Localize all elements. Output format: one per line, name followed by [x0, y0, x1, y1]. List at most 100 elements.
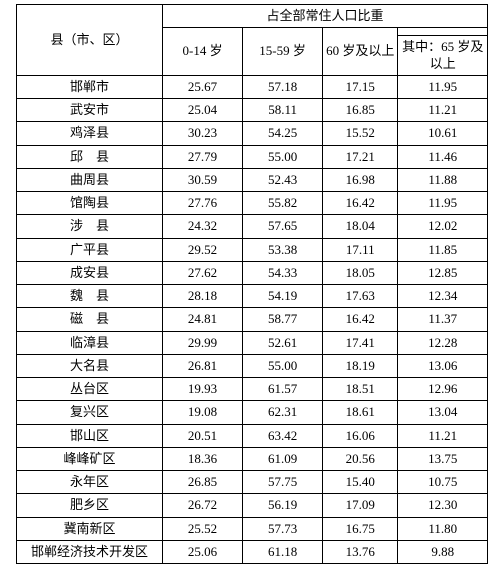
- region-cell: 武安市: [17, 99, 163, 122]
- table-body: 邯郸市25.6757.1817.1511.95武安市25.0458.1116.8…: [17, 75, 488, 563]
- age-60-plus-cell: 18.51: [323, 378, 398, 401]
- region-cell: 馆陶县: [17, 192, 163, 215]
- age-0-14-cell: 26.72: [163, 494, 243, 517]
- age-0-14-cell: 20.51: [163, 424, 243, 447]
- region-cell: 成安县: [17, 261, 163, 284]
- population-age-table: 县（市、区） 占全部常住人口比重 0-14 岁 15-59 岁 60 岁及以上 …: [16, 4, 488, 564]
- header-age-0-14: 0-14 岁: [163, 28, 243, 76]
- age-65-plus-cell: 11.80: [398, 517, 488, 540]
- age-0-14-cell: 19.93: [163, 378, 243, 401]
- age-15-59-cell: 57.65: [243, 215, 323, 238]
- age-15-59-cell: 61.57: [243, 378, 323, 401]
- age-0-14-cell: 27.76: [163, 192, 243, 215]
- age-65-plus-cell: 11.85: [398, 238, 488, 261]
- age-65-plus-cell: 11.88: [398, 168, 488, 191]
- region-cell: 冀南新区: [17, 517, 163, 540]
- table-row: 广平县29.5253.3817.1111.85: [17, 238, 488, 261]
- age-60-plus-cell: 18.61: [323, 401, 398, 424]
- age-65-plus-cell: 12.30: [398, 494, 488, 517]
- region-cell: 邯山区: [17, 424, 163, 447]
- age-60-plus-cell: 16.42: [323, 308, 398, 331]
- age-15-59-cell: 53.38: [243, 238, 323, 261]
- age-0-14-cell: 30.59: [163, 168, 243, 191]
- region-cell: 永年区: [17, 471, 163, 494]
- header-age-65-plus-spacer: [398, 28, 488, 36]
- age-65-plus-cell: 12.34: [398, 285, 488, 308]
- age-65-plus-cell: 10.61: [398, 122, 488, 145]
- age-65-plus-cell: 13.06: [398, 354, 488, 377]
- table-row: 邯郸经济技术开发区25.0661.1813.769.88: [17, 540, 488, 563]
- age-0-14-cell: 25.06: [163, 540, 243, 563]
- region-cell: 广平县: [17, 238, 163, 261]
- age-65-plus-cell: 12.28: [398, 331, 488, 354]
- age-65-plus-cell: 10.75: [398, 471, 488, 494]
- age-15-59-cell: 62.31: [243, 401, 323, 424]
- age-15-59-cell: 58.77: [243, 308, 323, 331]
- age-15-59-cell: 61.09: [243, 447, 323, 470]
- age-0-14-cell: 29.52: [163, 238, 243, 261]
- age-0-14-cell: 27.62: [163, 261, 243, 284]
- region-cell: 大名县: [17, 354, 163, 377]
- age-60-plus-cell: 18.05: [323, 261, 398, 284]
- age-60-plus-cell: 15.52: [323, 122, 398, 145]
- region-cell: 邱 县: [17, 145, 163, 168]
- table-row: 魏 县28.1854.1917.6312.34: [17, 285, 488, 308]
- region-cell: 复兴区: [17, 401, 163, 424]
- age-65-plus-cell: 13.75: [398, 447, 488, 470]
- header-age-15-59: 15-59 岁: [243, 28, 323, 76]
- age-60-plus-cell: 17.11: [323, 238, 398, 261]
- age-15-59-cell: 54.19: [243, 285, 323, 308]
- table-row: 邯郸市25.6757.1817.1511.95: [17, 75, 488, 98]
- age-0-14-cell: 26.85: [163, 471, 243, 494]
- age-15-59-cell: 55.82: [243, 192, 323, 215]
- age-0-14-cell: 24.32: [163, 215, 243, 238]
- age-60-plus-cell: 17.15: [323, 75, 398, 98]
- age-60-plus-cell: 16.98: [323, 168, 398, 191]
- table-row: 临漳县29.9952.6117.4112.28: [17, 331, 488, 354]
- age-65-plus-cell: 11.21: [398, 424, 488, 447]
- age-60-plus-cell: 16.75: [323, 517, 398, 540]
- table-row: 肥乡区26.7256.1917.0912.30: [17, 494, 488, 517]
- region-cell: 肥乡区: [17, 494, 163, 517]
- age-15-59-cell: 57.18: [243, 75, 323, 98]
- header-region: 县（市、区）: [17, 5, 163, 76]
- age-0-14-cell: 30.23: [163, 122, 243, 145]
- age-60-plus-cell: 17.41: [323, 331, 398, 354]
- age-60-plus-cell: 20.56: [323, 447, 398, 470]
- table-row: 成安县27.6254.3318.0512.85: [17, 261, 488, 284]
- region-cell: 魏 县: [17, 285, 163, 308]
- age-0-14-cell: 19.08: [163, 401, 243, 424]
- age-65-plus-cell: 11.95: [398, 75, 488, 98]
- age-15-59-cell: 57.73: [243, 517, 323, 540]
- table-row: 涉 县24.3257.6518.0412.02: [17, 215, 488, 238]
- age-15-59-cell: 54.33: [243, 261, 323, 284]
- age-65-plus-cell: 12.96: [398, 378, 488, 401]
- region-cell: 鸡泽县: [17, 122, 163, 145]
- table-row: 邱 县27.7955.0017.2111.46: [17, 145, 488, 168]
- age-15-59-cell: 52.43: [243, 168, 323, 191]
- age-15-59-cell: 54.25: [243, 122, 323, 145]
- age-0-14-cell: 25.04: [163, 99, 243, 122]
- table-row: 冀南新区25.5257.7316.7511.80: [17, 517, 488, 540]
- age-0-14-cell: 24.81: [163, 308, 243, 331]
- age-15-59-cell: 52.61: [243, 331, 323, 354]
- age-60-plus-cell: 18.19: [323, 354, 398, 377]
- age-65-plus-cell: 13.04: [398, 401, 488, 424]
- header-age-60-plus: 60 岁及以上: [323, 28, 398, 76]
- table-row: 永年区26.8557.7515.4010.75: [17, 471, 488, 494]
- table-row: 武安市25.0458.1116.8511.21: [17, 99, 488, 122]
- age-65-plus-cell: 11.37: [398, 308, 488, 331]
- region-cell: 邯郸市: [17, 75, 163, 98]
- age-60-plus-cell: 16.85: [323, 99, 398, 122]
- age-15-59-cell: 55.00: [243, 354, 323, 377]
- header-age-65-plus: 其中：65 岁及以上: [398, 36, 488, 76]
- table-row: 丛台区19.9361.5718.5112.96: [17, 378, 488, 401]
- age-0-14-cell: 27.79: [163, 145, 243, 168]
- table-row: 大名县26.8155.0018.1913.06: [17, 354, 488, 377]
- age-60-plus-cell: 15.40: [323, 471, 398, 494]
- age-65-plus-cell: 12.02: [398, 215, 488, 238]
- region-cell: 涉 县: [17, 215, 163, 238]
- header-group: 占全部常住人口比重: [163, 5, 488, 28]
- region-cell: 临漳县: [17, 331, 163, 354]
- age-60-plus-cell: 16.42: [323, 192, 398, 215]
